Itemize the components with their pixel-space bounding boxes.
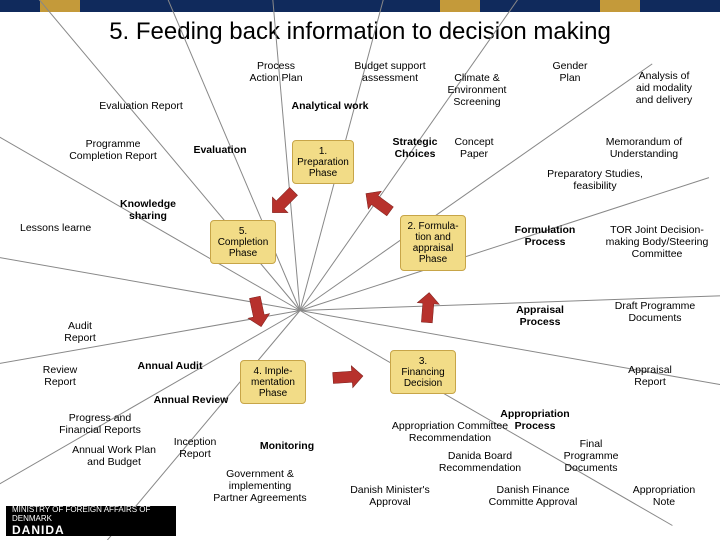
draft_prog_docs: Draft ProgrammeDocuments — [590, 300, 720, 324]
formulation_process: FormulationProcess — [500, 224, 590, 248]
tor_joint: TOR Joint Decision-making Body/SteeringC… — [592, 224, 720, 260]
budget_support: Budget supportassessment — [340, 60, 440, 84]
cycle-arrow — [332, 365, 363, 389]
strategic_choices: StrategicChoices — [380, 136, 450, 160]
knowledge_sharing: Knowledgesharing — [108, 198, 188, 222]
analysis_aid: Analysis ofaid modalityand delivery — [616, 70, 712, 106]
gender_plan: GenderPlan — [540, 60, 600, 84]
approp_note: AppropriationNote — [614, 484, 714, 508]
process_action_plan: ProcessAction Plan — [236, 60, 316, 84]
lessons_learned: Lessons learne — [20, 222, 110, 234]
cycle-arrow — [359, 185, 396, 221]
climate_env: Climate &EnvironmentScreening — [432, 72, 522, 108]
appraisal_process: AppraisalProcess — [500, 304, 580, 328]
danida_board: Danida BoardRecommendation — [420, 450, 540, 474]
phase-p3: 3.FinancingDecision — [390, 350, 456, 394]
monitoring: Monitoring — [242, 440, 332, 452]
danish_minister: Danish Minister'sApproval — [330, 484, 450, 508]
prep_studies: Preparatory Studies,feasibility — [520, 168, 670, 192]
programme_completion: ProgrammeCompletion Report — [58, 138, 168, 162]
phase-p5: 5.CompletionPhase — [210, 220, 276, 264]
annual_wp_budget: Annual Work Planand Budget — [54, 444, 174, 468]
phase-p4: 4. Imple-mentationPhase — [240, 360, 306, 404]
final_prog_docs: FinalProgrammeDocuments — [546, 438, 636, 474]
phase-p1: 1.PreparationPhase — [292, 140, 354, 184]
cycle-arrow — [265, 184, 302, 221]
annual_review: Annual Review — [136, 394, 246, 406]
audit_report: AuditReport — [50, 320, 110, 344]
approp_process: AppropriationProcess — [480, 408, 590, 432]
cycle-arrow — [416, 292, 440, 324]
annual_audit: Annual Audit — [120, 360, 220, 372]
footer-brand: DANIDA — [12, 523, 176, 537]
concept_paper: ConceptPaper — [444, 136, 504, 160]
progress_fin: Progress andFinancial Reports — [40, 412, 160, 436]
evaluation: Evaluation — [180, 144, 260, 156]
review_report: ReviewReport — [30, 364, 90, 388]
gov_partner: Government &implementingPartner Agreemen… — [190, 468, 330, 504]
footer-ministry: MINISTRY OF FOREIGN AFFAIRS OF DENMARK — [12, 505, 176, 523]
analytical_work: Analytical work — [270, 100, 390, 112]
footer-logo: MINISTRY OF FOREIGN AFFAIRS OF DENMARK D… — [6, 506, 176, 536]
appraisal_report: AppraisalReport — [610, 364, 690, 388]
cycle-arrow — [244, 295, 272, 329]
evaluation_report: Evaluation Report — [86, 100, 196, 112]
mou: Memorandum ofUnderstanding — [574, 136, 714, 160]
danish_finance: Danish FinanceCommitte Approval — [468, 484, 598, 508]
phase-p2: 2. Formula-tion andappraisalPhase — [400, 215, 466, 271]
